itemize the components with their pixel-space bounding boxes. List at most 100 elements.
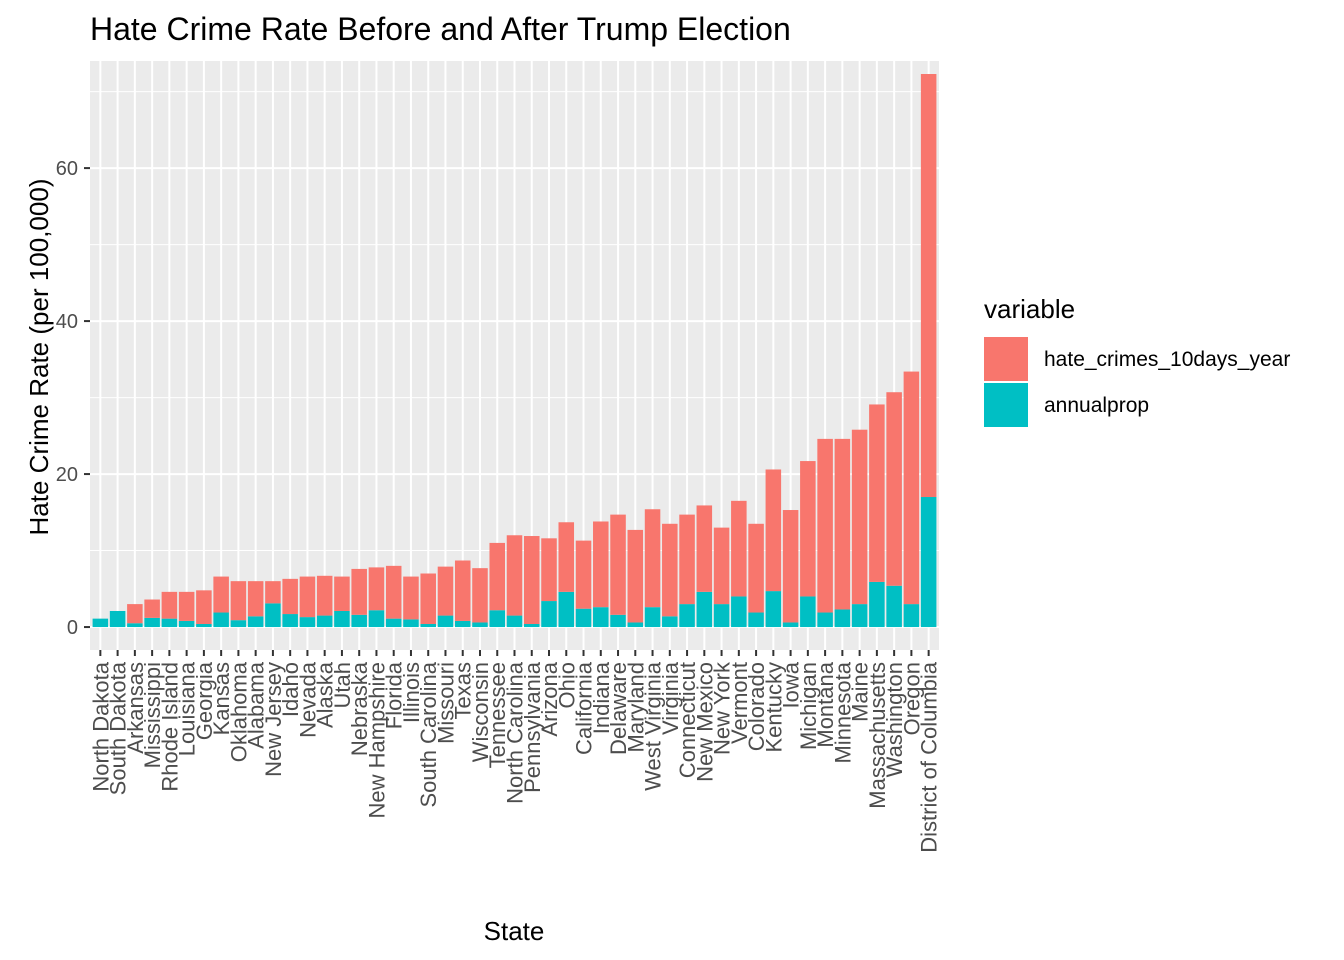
x-tick-label: Virginia (658, 661, 683, 735)
bar-annualprop (299, 617, 316, 628)
x-tick-label: Idaho (278, 662, 303, 717)
x-tick-label: New York (710, 661, 735, 755)
x-tick-label: Illinois (399, 662, 424, 723)
bar-hate-crimes-10days-year (886, 392, 902, 586)
bars (92, 74, 937, 628)
x-tick-label: Colorado (744, 662, 769, 751)
bar-hate-crimes-10days-year (178, 591, 195, 621)
bar-annualprop (558, 591, 575, 628)
bar-hate-crimes-10days-year (230, 581, 247, 621)
bar-hate-crimes-10days-year (593, 521, 609, 608)
bar-hate-crimes-10days-year (196, 590, 212, 624)
bar-annualprop (403, 619, 419, 628)
bar-annualprop (282, 614, 298, 628)
x-tick-label: Oregon (899, 662, 924, 735)
bar-hate-crimes-10days-year (351, 568, 367, 615)
bar-annualprop (247, 616, 264, 628)
bar-annualprop (869, 581, 885, 628)
bar-annualprop (610, 614, 626, 628)
bar-hate-crimes-10days-year (144, 599, 160, 618)
legend-key (984, 383, 1028, 427)
bar-hate-crimes-10days-year (920, 74, 937, 498)
x-tick-label: Vermont (727, 662, 752, 744)
bar-hate-crimes-10days-year (454, 560, 471, 621)
x-tick-label: Missouri (433, 662, 458, 744)
y-axis: 0 20 40 60 (56, 158, 90, 639)
x-tick-label: Arizona (537, 661, 562, 736)
x-tick-label: Rhode Island (157, 662, 182, 792)
bar-annualprop (765, 591, 782, 628)
x-tick-label: Ohio (554, 662, 579, 708)
bar-hate-crimes-10days-year (610, 514, 626, 615)
x-tick-label: Kansas (209, 662, 234, 735)
bar-annualprop (627, 622, 644, 628)
x-tick-label: New Hampshire (364, 662, 389, 819)
x-tick-label: South Dakota (106, 661, 131, 795)
bar-hate-crimes-10days-year (748, 523, 764, 613)
bar-annualprop (127, 623, 143, 628)
bar-hate-crimes-10days-year (713, 527, 730, 605)
x-tick-label: Maryland (623, 662, 648, 752)
x-tick-label: South Carolina (416, 661, 441, 807)
bar-annualprop (644, 607, 661, 628)
bar-hate-crimes-10days-year (506, 535, 523, 616)
x-tick-label: Washington (882, 662, 907, 777)
bar-hate-crimes-10days-year (472, 568, 488, 623)
bar-hate-crimes-10days-year (316, 575, 333, 616)
bar-annualprop (454, 620, 471, 628)
x-tick-label: Nebraska (347, 661, 372, 756)
x-tick-label: Texas (451, 662, 476, 719)
x-tick-label: North Dakota (88, 661, 113, 791)
x-tick-label: California (572, 661, 597, 755)
bar-hate-crimes-10days-year (869, 404, 885, 582)
x-tick-label: Florida (382, 661, 407, 729)
x-axis-title: State (484, 916, 545, 946)
bar-hate-crimes-10days-year (282, 578, 298, 615)
bar-annualprop (178, 620, 195, 628)
x-tick-label: Montana (813, 661, 838, 747)
x-tick-label: Iowa (779, 661, 804, 708)
bar-annualprop (437, 615, 454, 628)
bar-annualprop (679, 604, 695, 628)
bar-annualprop (213, 612, 229, 628)
x-tick-label: Alaska (313, 661, 338, 728)
chart-title: Hate Crime Rate Before and After Trump E… (90, 11, 791, 47)
x-tick-label: Michigan (796, 662, 821, 750)
bar-hate-crimes-10days-year (385, 565, 402, 619)
bar-annualprop (731, 596, 747, 628)
bar-hate-crimes-10days-year (420, 573, 436, 624)
x-tick-label: Tennessee (485, 662, 510, 768)
x-tick-label: West Virginia (641, 661, 666, 791)
bar-hate-crimes-10days-year (489, 542, 506, 611)
bar-annualprop (161, 618, 178, 628)
x-tick-label: Wisconsin (468, 662, 493, 762)
bar-annualprop (144, 617, 160, 628)
bar-annualprop (316, 615, 333, 628)
x-tick-label: Arkansas (123, 662, 148, 754)
bar-hate-crimes-10days-year (782, 510, 799, 623)
x-tick-label: Maine (848, 662, 873, 722)
x-tick-label: Alabama (244, 661, 269, 749)
bar-annualprop (903, 604, 920, 628)
bar-hate-crimes-10days-year (851, 429, 868, 605)
bar-hate-crimes-10days-year (644, 509, 661, 608)
bar-annualprop (920, 497, 937, 628)
bar-annualprop (782, 622, 799, 628)
legend-label: annualprop (1044, 394, 1149, 417)
x-tick-label: Massachusetts (865, 662, 890, 809)
x-tick-label: North Carolina (503, 661, 528, 804)
y-axis-title: Hate Crime Rate (per 100,000) (24, 179, 54, 536)
bar-annualprop (834, 609, 851, 628)
bar-hate-crimes-10days-year (765, 469, 782, 592)
bar-hate-crimes-10days-year (627, 529, 644, 623)
bar-annualprop (800, 596, 816, 628)
x-tick-label: Georgia (192, 661, 217, 740)
bar-annualprop (230, 620, 247, 628)
bar-annualprop (523, 623, 540, 628)
bar-annualprop (851, 604, 868, 628)
bar-hate-crimes-10days-year (213, 576, 229, 613)
bar-annualprop (489, 610, 506, 628)
legend: variable hate_crimes_10days_year annualpr… (984, 294, 1290, 427)
bar-hate-crimes-10days-year (299, 576, 316, 618)
